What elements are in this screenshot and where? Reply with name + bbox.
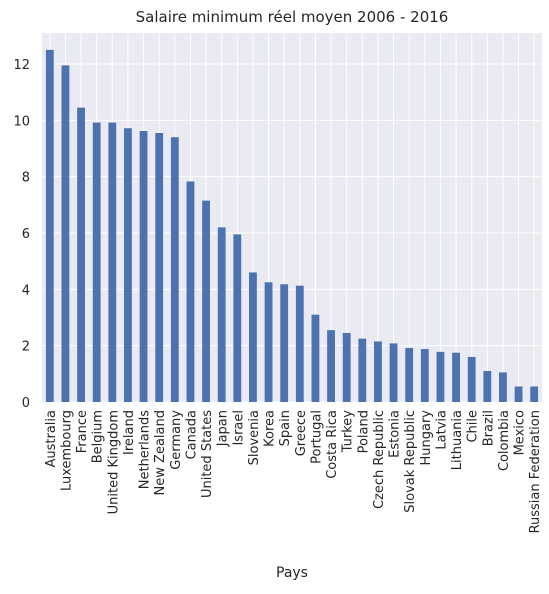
- x-axis-label: Pays: [276, 565, 308, 581]
- bar: [467, 356, 476, 402]
- y-tick-label: 2: [22, 340, 30, 355]
- x-tick-label: New Zealand: [153, 410, 168, 495]
- bar: [420, 349, 429, 402]
- bar: [452, 352, 460, 402]
- bar: [342, 332, 351, 402]
- x-tick-label: Luxembourg: [59, 410, 74, 491]
- plot-area: [42, 33, 542, 402]
- bar: [264, 282, 273, 402]
- x-tick-label: Israel: [231, 410, 246, 446]
- x-tick-label: Portugal: [309, 410, 324, 464]
- bar: [374, 341, 382, 402]
- x-tick-label: Mexico: [513, 410, 528, 455]
- x-tick-label: Slovenia: [247, 410, 262, 465]
- x-tick-label: Russian Federation: [528, 410, 543, 533]
- x-tick-label: Czech Republic: [372, 410, 387, 509]
- chart-title: Salaire minimum réel moyen 2006 - 2016: [136, 8, 449, 26]
- bar: [483, 371, 492, 402]
- x-tick-label: France: [75, 410, 90, 453]
- x-tick-label: Spain: [278, 410, 293, 446]
- bar: [436, 351, 445, 402]
- bar: [499, 372, 507, 402]
- y-tick-label: 8: [22, 171, 30, 186]
- x-tick-label: Australia: [44, 410, 59, 468]
- x-tick-label: Korea: [263, 410, 278, 447]
- y-tick-label: 4: [22, 283, 30, 298]
- bar: [280, 284, 289, 402]
- x-tick-label: Costa Rica: [325, 410, 340, 479]
- x-tick-label: Estonia: [388, 410, 403, 458]
- bar: [170, 137, 179, 402]
- bar: [249, 272, 257, 402]
- bar: [233, 234, 242, 402]
- x-tick-label: Slovak Republic: [403, 410, 418, 513]
- bar: [405, 347, 414, 402]
- y-tick-label: 12: [13, 58, 30, 73]
- bar: [327, 330, 335, 402]
- bar: [92, 122, 101, 403]
- bar: [202, 200, 210, 402]
- bar: [61, 65, 70, 402]
- bar: [389, 343, 398, 402]
- x-tick-label: Hungary: [419, 410, 434, 466]
- bar: [45, 49, 54, 403]
- x-tick-label: Poland: [356, 410, 371, 453]
- x-tick-label: Greece: [294, 410, 309, 456]
- bar: [124, 128, 132, 402]
- y-tick-label: 6: [22, 227, 30, 242]
- bar: [358, 338, 367, 402]
- bar: [186, 181, 195, 402]
- bar: [530, 386, 539, 402]
- x-tick-label: Brazil: [481, 410, 496, 446]
- x-tick-label: Chile: [466, 410, 481, 443]
- x-tick-label: United Kingdom: [106, 410, 121, 514]
- x-tick-label: United States: [200, 410, 215, 498]
- bar: [217, 227, 226, 402]
- bar: [77, 107, 85, 403]
- bar: [139, 131, 148, 403]
- bar: [514, 386, 523, 402]
- x-tick-label: Netherlands: [138, 410, 153, 489]
- bar: [295, 285, 304, 402]
- x-tick-label: Latvia: [434, 410, 449, 450]
- x-tick-label: Japan: [216, 410, 231, 447]
- bar: [108, 122, 117, 403]
- bar: [155, 132, 164, 402]
- x-tick-label: Lithuania: [450, 410, 465, 470]
- y-tick-label: 10: [13, 114, 30, 129]
- x-tick-label: Colombia: [497, 410, 512, 471]
- x-tick-label: Germany: [169, 410, 184, 470]
- bar: [311, 314, 320, 402]
- x-tick-label: Turkey: [341, 410, 356, 454]
- y-tick-label: 0: [22, 396, 30, 411]
- x-tick-label: Canada: [184, 410, 199, 459]
- x-tick-label: Belgium: [91, 410, 106, 463]
- x-tick-label: Ireland: [122, 410, 137, 455]
